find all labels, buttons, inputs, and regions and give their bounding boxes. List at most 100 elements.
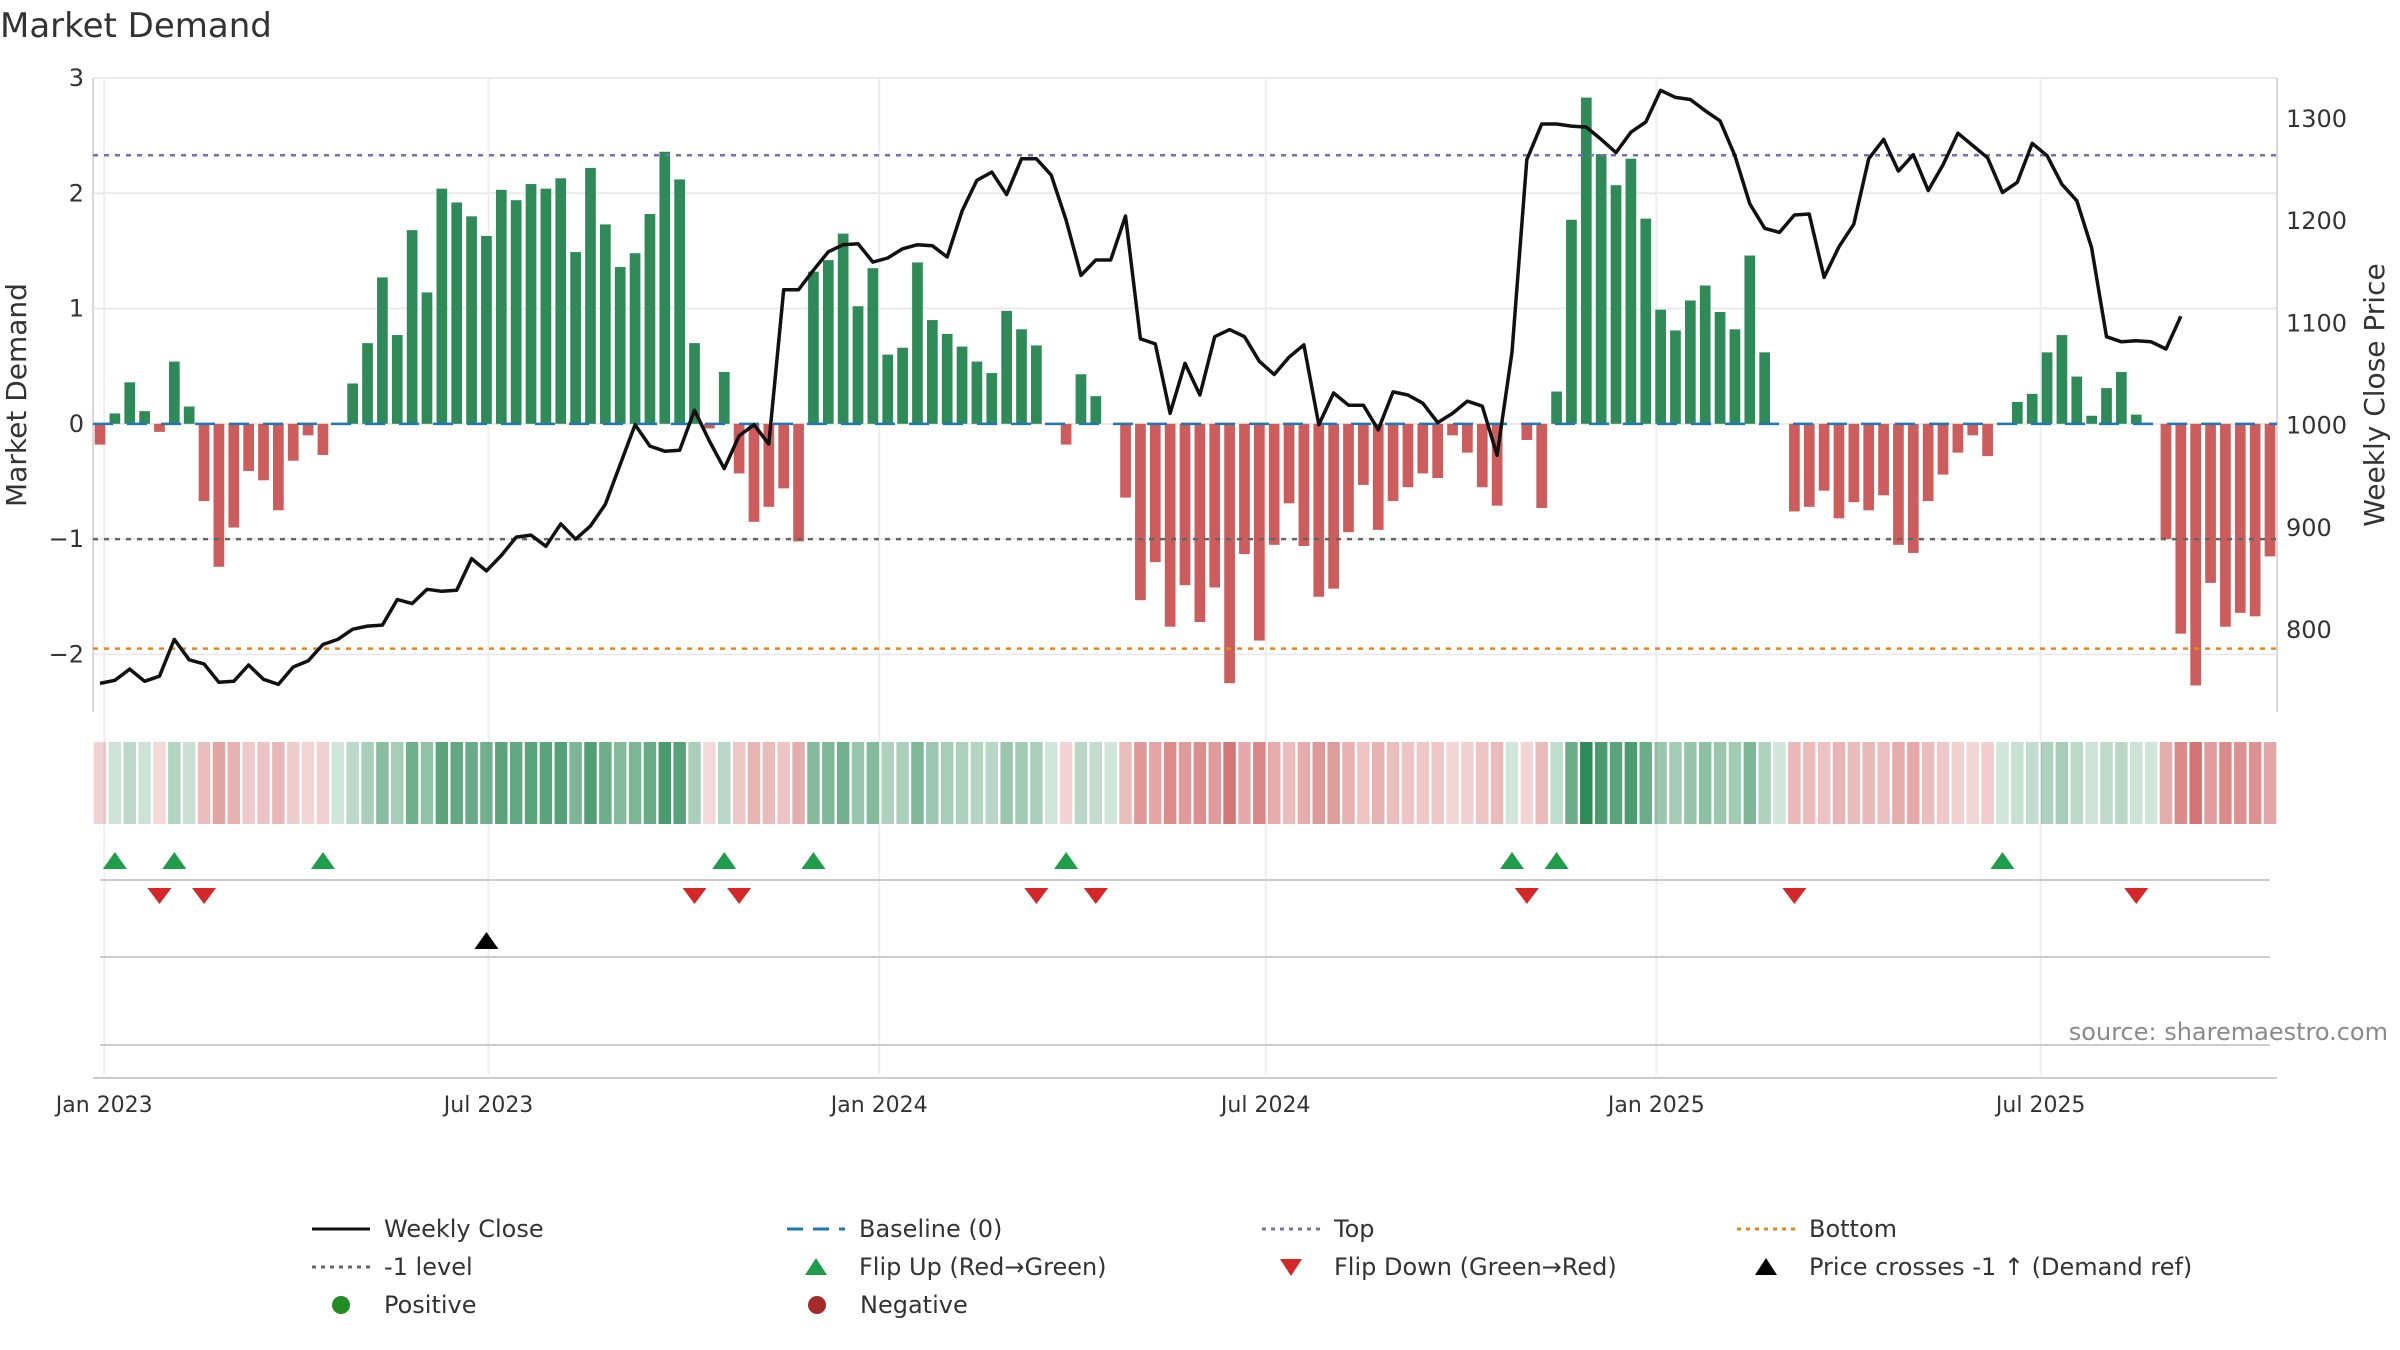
heat-cell bbox=[1015, 742, 1028, 824]
heat-cell bbox=[2263, 742, 2277, 824]
demand-bar bbox=[2011, 401, 2023, 424]
demand-bar bbox=[1417, 423, 1429, 474]
demand-bar bbox=[1135, 423, 1146, 601]
demand-bar bbox=[793, 423, 804, 542]
y-tick-label: 2 bbox=[69, 179, 84, 207]
demand-bar bbox=[525, 184, 537, 424]
legend-flip-down[interactable]: Flip Down (Green→Red) bbox=[1260, 1253, 1735, 1281]
legend-positive[interactable]: Positive bbox=[310, 1291, 786, 1319]
heat-cell bbox=[940, 742, 954, 824]
demand-bar bbox=[1536, 423, 1548, 508]
flip-up-marker bbox=[1544, 852, 1569, 869]
heat-cell bbox=[1476, 742, 1489, 824]
flip-up-marker bbox=[1499, 852, 1524, 869]
demand-bar bbox=[1120, 423, 1131, 498]
demand-bar bbox=[1744, 255, 1756, 424]
heat-cell bbox=[718, 742, 731, 824]
heat-cell bbox=[1981, 742, 1994, 824]
demand-bar bbox=[168, 361, 180, 424]
heat-cell bbox=[896, 742, 909, 824]
heat-cell bbox=[2115, 742, 2128, 824]
demand-bar bbox=[2190, 423, 2202, 686]
demand-bar bbox=[2130, 414, 2142, 424]
legend-label: Baseline (0) bbox=[859, 1215, 1003, 1243]
demand-bar bbox=[1521, 423, 1533, 440]
legend-flip-up[interactable]: Flip Up (Red→Green) bbox=[785, 1253, 1260, 1281]
demand-bar bbox=[1387, 423, 1399, 502]
heat-cell bbox=[1000, 742, 1013, 824]
heat-cell bbox=[272, 742, 285, 824]
legend-weekly-close[interactable]: Weekly Close bbox=[310, 1215, 785, 1243]
heat-cell bbox=[1639, 742, 1652, 824]
demand-bar bbox=[1907, 423, 1919, 553]
demand-bar bbox=[852, 306, 864, 424]
dashed-line-icon bbox=[787, 1227, 845, 1231]
heat-cell bbox=[822, 742, 835, 824]
demand-bar bbox=[808, 271, 819, 424]
heat-cell bbox=[688, 742, 701, 824]
heat-cell bbox=[2204, 742, 2217, 824]
demand-bar bbox=[2175, 423, 2187, 634]
heat-cell bbox=[465, 742, 478, 824]
heat-cell bbox=[1966, 742, 1979, 824]
demand-bar bbox=[124, 382, 136, 424]
heat-cell bbox=[227, 742, 240, 824]
demand-bar bbox=[1655, 309, 1666, 424]
legend-bottom[interactable]: Bottom bbox=[1735, 1215, 2210, 1243]
heat-cell bbox=[658, 742, 672, 824]
triangle-up-icon bbox=[1755, 1258, 1777, 1275]
heat-cell bbox=[643, 742, 657, 824]
price-cross-marker bbox=[474, 932, 499, 949]
demand-bar bbox=[1922, 423, 1934, 502]
heat-cell bbox=[1327, 742, 1340, 824]
demand-bar bbox=[897, 347, 908, 424]
demand-bar bbox=[644, 214, 656, 424]
heat-cell bbox=[2100, 742, 2113, 824]
heat-cell bbox=[955, 742, 969, 824]
x-tick-label: Jul 2025 bbox=[1994, 1093, 2086, 1118]
legend-minus1[interactable]: -1 level bbox=[310, 1253, 785, 1281]
y2-tick-label: 1300 bbox=[2286, 105, 2347, 133]
heat-cell bbox=[153, 742, 166, 824]
circle-icon bbox=[332, 1296, 350, 1314]
heat-cell bbox=[1684, 742, 1697, 824]
heat-cell bbox=[1758, 742, 1771, 824]
demand-bar bbox=[689, 343, 700, 424]
heat-cell bbox=[1743, 742, 1757, 824]
demand-bar bbox=[347, 383, 359, 424]
heat-cell bbox=[1089, 742, 1103, 824]
flip-up-marker bbox=[1054, 852, 1079, 869]
heat-cell bbox=[1401, 742, 1415, 824]
demand-bar bbox=[1090, 396, 1102, 424]
demand-bar bbox=[481, 235, 492, 424]
legend-label: Positive bbox=[384, 1291, 477, 1319]
demand-bar bbox=[1283, 423, 1295, 504]
demand-bar bbox=[1789, 423, 1800, 512]
heat-cell bbox=[1045, 742, 1058, 824]
legend-price-cross[interactable]: Price crosses -1 ↑ (Demand ref) bbox=[1735, 1253, 2210, 1281]
legend-baseline[interactable]: Baseline (0) bbox=[785, 1215, 1260, 1243]
heat-cell bbox=[1669, 742, 1682, 824]
heat-cell bbox=[584, 742, 597, 824]
demand-bar bbox=[748, 423, 760, 522]
heat-cell bbox=[1520, 742, 1534, 824]
demand-bar bbox=[926, 320, 938, 424]
heat-cell bbox=[2174, 742, 2188, 824]
demand-bar bbox=[778, 423, 790, 489]
heat-cell bbox=[138, 742, 151, 824]
demand-bar bbox=[674, 179, 686, 424]
heat-cell bbox=[1788, 742, 1801, 824]
demand-bar bbox=[406, 230, 418, 424]
demand-bar bbox=[1625, 158, 1637, 424]
heat-cell bbox=[93, 742, 107, 824]
legend-negative[interactable]: Negative bbox=[786, 1291, 1262, 1319]
heat-cell bbox=[1461, 742, 1474, 824]
demand-bar bbox=[1224, 423, 1235, 684]
legend-top[interactable]: Top bbox=[1260, 1215, 1735, 1243]
demand-bar bbox=[94, 423, 106, 445]
heat-cell bbox=[703, 742, 716, 824]
demand-bar bbox=[243, 423, 254, 472]
demand-bar bbox=[213, 423, 225, 567]
demand-bar bbox=[1863, 423, 1875, 511]
heat-cell bbox=[331, 742, 345, 824]
